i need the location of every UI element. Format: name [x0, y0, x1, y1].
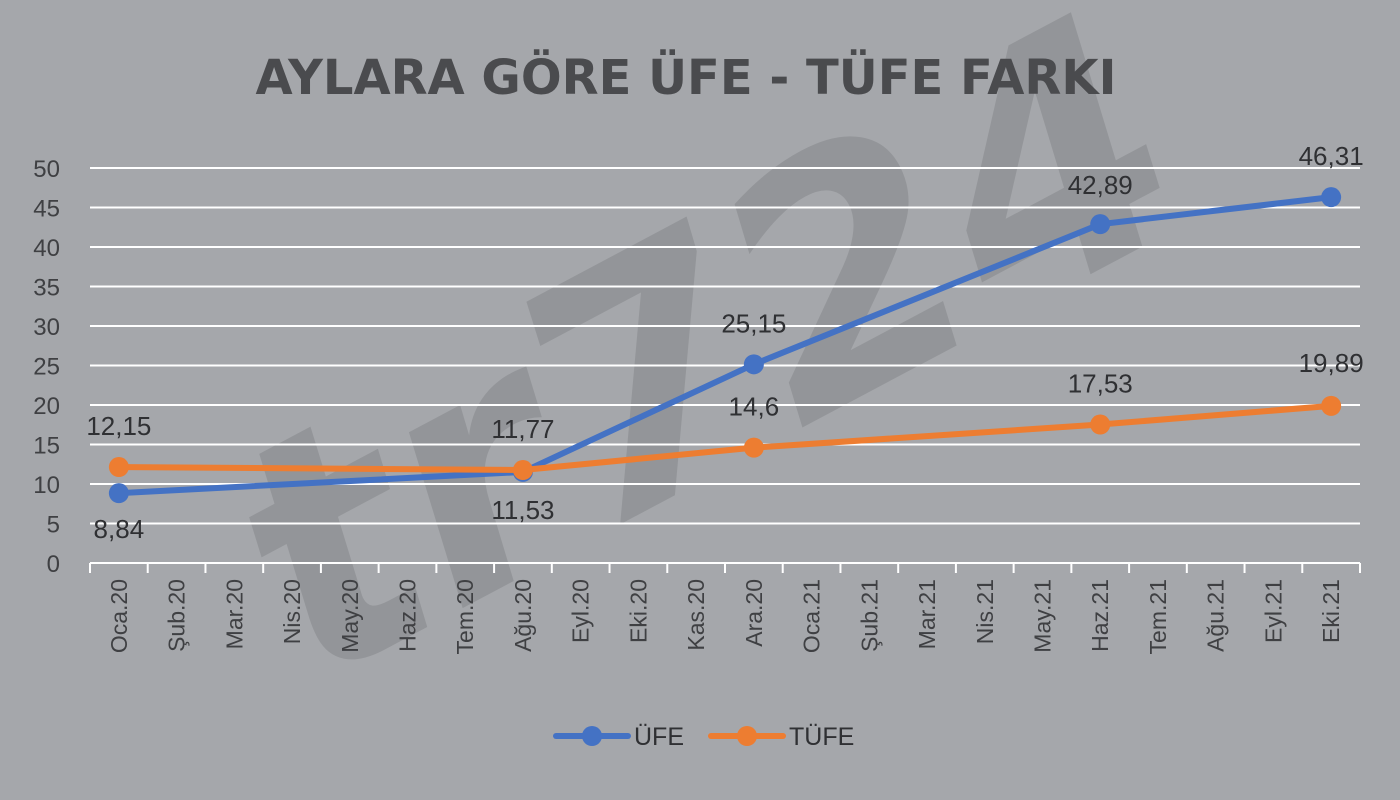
- x-tick-label: Kas.20: [683, 579, 709, 651]
- x-tick-label: Mar.20: [221, 579, 247, 649]
- y-tick-label: 10: [33, 472, 60, 499]
- x-tick-label: Eyl.20: [568, 579, 594, 643]
- point-TÜFE: [1321, 395, 1342, 416]
- legend-marker-TÜFE: [737, 726, 757, 746]
- x-tick-label: May.21: [1030, 579, 1056, 653]
- data-labels: 8,84 11,53 25,15 42,89 46,31 12,15 11,77 14,6 17…: [86, 141, 1363, 544]
- x-tick-label: Tem.21: [1145, 579, 1171, 654]
- x-tick-label: Şub.20: [164, 579, 190, 652]
- legend-label: ÜFE: [634, 723, 684, 751]
- x-tick-label: Oca.20: [106, 579, 132, 653]
- x-tick-label: Nis.21: [972, 579, 998, 644]
- data-label: 8,84: [94, 514, 145, 544]
- point-TÜFE: [1090, 414, 1111, 435]
- y-tick-label: 50: [33, 156, 60, 183]
- point-ÜFE: [108, 483, 129, 504]
- data-label: 14,6: [729, 392, 780, 422]
- point-TÜFE: [108, 457, 129, 478]
- y-tick-label: 5: [47, 512, 60, 539]
- x-tick-label: Mar.21: [914, 579, 940, 649]
- x-axis: Oca.20 Şub.20 Mar.20 Nis.20 May.20 Haz.20 Tem.…: [89, 563, 1361, 654]
- x-tick-label: Şub.21: [856, 579, 882, 652]
- x-tick-label: Ara.20: [741, 579, 767, 647]
- x-tick-label: Haz.21: [1087, 579, 1113, 652]
- y-tick-label: 40: [33, 235, 60, 262]
- legend-label: TÜFE: [789, 723, 854, 751]
- x-tick-label: Eki.21: [1318, 579, 1344, 643]
- point-TÜFE: [743, 437, 764, 458]
- data-label: 17,53: [1068, 369, 1133, 399]
- data-label: 11,77: [491, 414, 554, 444]
- x-tick-label: Tem.20: [452, 579, 478, 654]
- point-TÜFE: [512, 460, 533, 481]
- x-tick-label: Oca.21: [799, 579, 825, 653]
- x-tick-label: Ağu.21: [1203, 579, 1229, 652]
- data-label: 42,89: [1068, 170, 1133, 200]
- x-tick-label: Nis.20: [279, 579, 305, 644]
- series-layer: [108, 187, 1342, 504]
- data-label: 19,89: [1299, 348, 1364, 378]
- x-tick-label: Eyl.21: [1260, 579, 1286, 643]
- data-label: 11,53: [491, 495, 554, 525]
- point-ÜFE: [743, 354, 764, 375]
- data-label: 46,31: [1299, 141, 1364, 171]
- data-label: 25,15: [721, 308, 786, 338]
- x-tick-label: Ağu.20: [510, 579, 536, 652]
- y-tick-label: 35: [33, 275, 60, 302]
- legend: ÜFE TÜFE: [553, 723, 854, 751]
- point-ÜFE: [1090, 214, 1111, 235]
- data-label: 12,15: [86, 411, 151, 441]
- x-tick-label: May.20: [337, 579, 363, 653]
- x-tick-label: Haz.20: [395, 579, 421, 652]
- y-tick-label: 0: [47, 551, 60, 578]
- y-tick-label: 45: [33, 196, 60, 223]
- y-axis: 0 5 10 15 20 25 30 35 40 45 50: [33, 156, 60, 578]
- x-tick-label: Eki.20: [625, 579, 651, 643]
- chart-title: AYLARA GÖRE ÜFE - TÜFE FARKI: [256, 49, 1117, 106]
- point-ÜFE: [1321, 187, 1342, 208]
- y-tick-label: 25: [33, 354, 60, 381]
- y-tick-label: 15: [33, 433, 60, 460]
- y-tick-label: 20: [33, 393, 60, 420]
- legend-marker-ÜFE: [582, 726, 602, 746]
- y-tick-label: 30: [33, 314, 60, 341]
